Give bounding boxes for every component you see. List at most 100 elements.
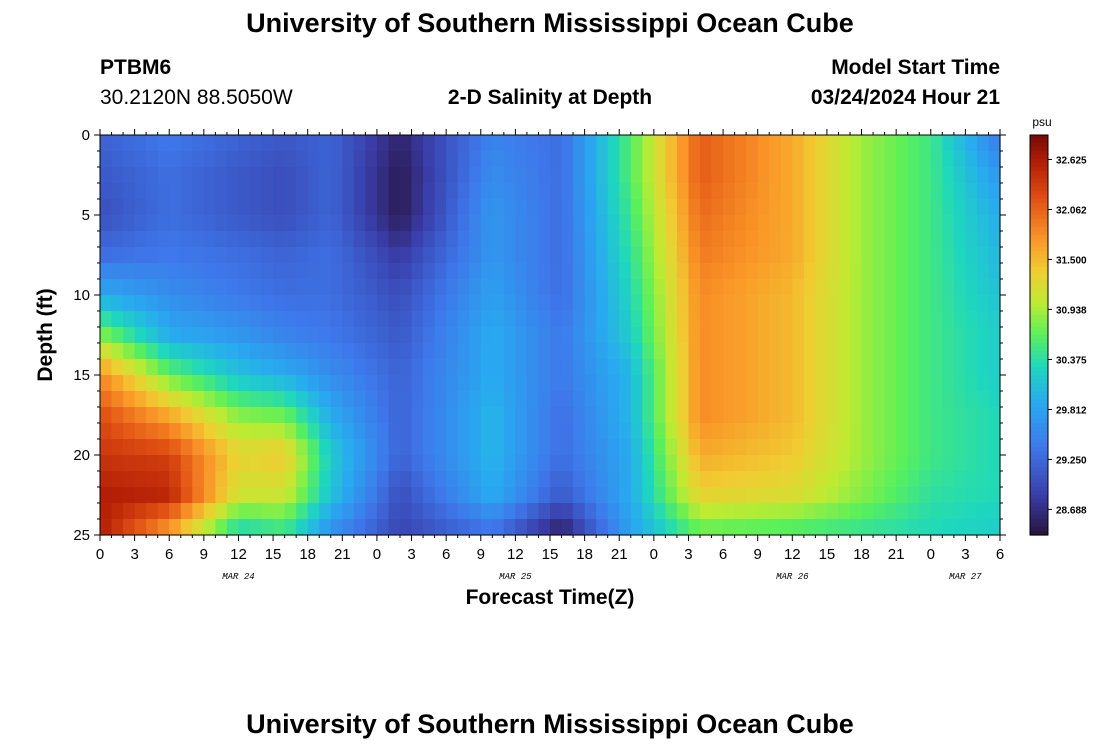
- heatmap-cell: [100, 231, 113, 248]
- heatmap-cell: [526, 135, 540, 152]
- heatmap-cell: [896, 247, 909, 264]
- heatmap-cell: [873, 423, 886, 440]
- model-start-value: 03/24/2024 Hour 21: [810, 86, 1000, 109]
- heatmap-cell: [803, 231, 816, 248]
- heatmap-cell: [411, 391, 424, 408]
- heatmap-cell: [123, 391, 136, 408]
- heatmap-cell: [573, 199, 586, 216]
- heatmap-cell: [376, 231, 390, 248]
- heatmap-cell: [838, 263, 851, 280]
- colorbar-tick-label: 28.688: [1056, 505, 1087, 516]
- heatmap-cell: [526, 375, 540, 392]
- heatmap-cell: [653, 343, 666, 360]
- heatmap-cell: [538, 199, 551, 216]
- heatmap-cell: [630, 391, 643, 408]
- heatmap-cell: [561, 519, 574, 536]
- colorbar-segment: [1030, 443, 1048, 448]
- heatmap-cell: [573, 519, 586, 536]
- heatmap-cell: [457, 343, 470, 360]
- heatmap-cell: [769, 471, 782, 488]
- heatmap-cell: [238, 263, 251, 280]
- heatmap-cell: [976, 503, 990, 520]
- heatmap-cell: [919, 519, 932, 536]
- heatmap-cell: [953, 439, 966, 456]
- heatmap-cell: [515, 247, 528, 264]
- heatmap-cell: [330, 247, 343, 264]
- heatmap-cell: [446, 167, 459, 184]
- heatmap-cell: [838, 183, 851, 200]
- heatmap-cell: [192, 391, 205, 408]
- heatmap-cell: [146, 359, 159, 376]
- heatmap-cell: [769, 343, 782, 360]
- heatmap-cell: [146, 247, 159, 264]
- heatmap-cell: [711, 279, 724, 296]
- colorbar-segment: [1030, 375, 1048, 380]
- heatmap-cell: [180, 199, 193, 216]
- heatmap-cell: [826, 167, 840, 184]
- heatmap-cell: [169, 151, 182, 168]
- heatmap-cell: [411, 263, 424, 280]
- heatmap-cell: [100, 503, 113, 520]
- heatmap-cell: [515, 295, 528, 312]
- heatmap-cell: [319, 359, 332, 376]
- heatmap-cell: [134, 487, 147, 504]
- heatmap-cell: [250, 519, 263, 536]
- heatmap-cell: [988, 199, 1001, 216]
- heatmap-cell: [307, 455, 320, 472]
- heatmap-cell: [411, 503, 424, 520]
- heatmap-cell: [169, 167, 182, 184]
- heatmap-cell: [515, 263, 528, 280]
- heatmap-cell: [803, 439, 816, 456]
- heatmap-cell: [492, 439, 505, 456]
- heatmap-cell: [319, 247, 332, 264]
- heatmap-cell: [111, 503, 124, 520]
- heatmap-cell: [607, 231, 620, 248]
- heatmap-cell: [653, 167, 666, 184]
- heatmap-cell: [884, 311, 897, 328]
- heatmap-cell: [573, 295, 586, 312]
- heatmap-cell: [596, 215, 609, 232]
- x-tick-label: 3: [130, 546, 138, 563]
- heatmap-cell: [261, 359, 274, 376]
- heatmap-cell: [561, 231, 574, 248]
- heatmap-cell: [550, 487, 563, 504]
- heatmap-cell: [838, 503, 851, 520]
- heatmap-cell: [423, 135, 436, 152]
- heatmap-cell: [353, 439, 366, 456]
- heatmap-cell: [192, 343, 205, 360]
- heatmap-cell: [400, 215, 413, 232]
- heatmap-cell: [850, 359, 863, 376]
- heatmap-cell: [192, 407, 205, 424]
- heatmap-cell: [780, 231, 793, 248]
- heatmap-cell: [319, 391, 332, 408]
- heatmap-cell: [226, 487, 240, 504]
- heatmap-cell: [400, 183, 413, 200]
- heatmap-cell: [550, 343, 563, 360]
- heatmap-cell: [630, 311, 643, 328]
- heatmap-cell: [769, 311, 782, 328]
- heatmap-cell: [619, 279, 632, 296]
- heatmap-cell: [365, 183, 378, 200]
- heatmap-cell: [803, 391, 816, 408]
- colorbar-tick-label: 32.062: [1056, 205, 1087, 216]
- heatmap-cell: [723, 327, 736, 344]
- heatmap-cell: [642, 247, 655, 264]
- heatmap-cell: [273, 391, 286, 408]
- heatmap-cell: [965, 343, 978, 360]
- heatmap-cell: [100, 439, 113, 456]
- heatmap-cell: [400, 135, 413, 152]
- heatmap-cell: [203, 327, 216, 344]
- heatmap-cell: [238, 151, 251, 168]
- heatmap-cell: [815, 311, 828, 328]
- heatmap-cell: [746, 455, 759, 472]
- colorbar-segment: [1030, 363, 1048, 368]
- heatmap-cell: [607, 167, 620, 184]
- heatmap-cell: [469, 519, 482, 536]
- heatmap-cell: [411, 295, 424, 312]
- heatmap-cell: [596, 359, 609, 376]
- heatmap-cell: [411, 199, 424, 216]
- heatmap-cell: [988, 359, 1001, 376]
- heatmap-cell: [700, 231, 713, 248]
- heatmap-cell: [284, 135, 297, 152]
- heatmap-cell: [100, 471, 113, 488]
